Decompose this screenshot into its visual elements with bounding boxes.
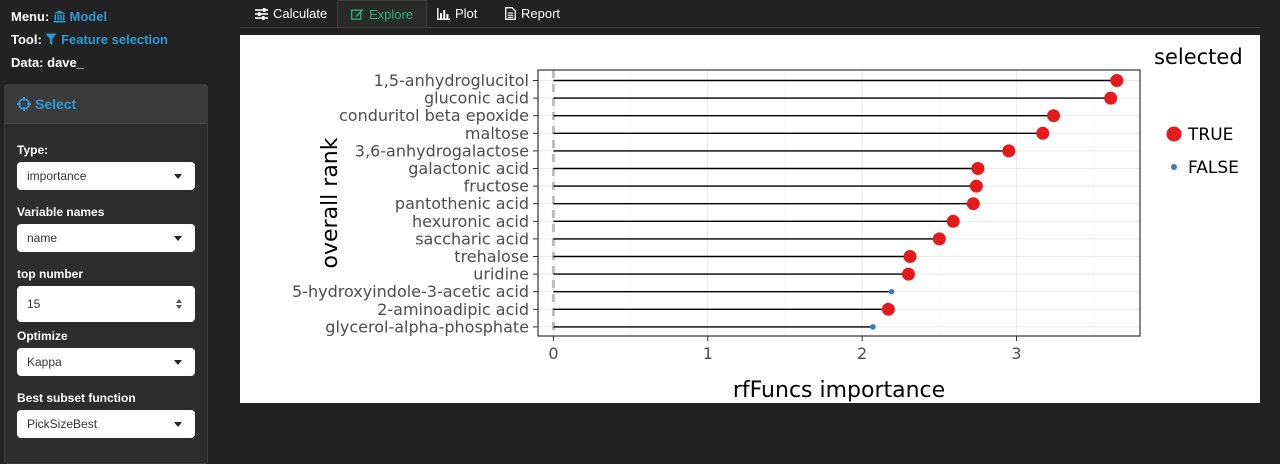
variable-names-value: name [27, 231, 58, 245]
caret-down-icon [174, 360, 182, 365]
bank-icon [53, 10, 66, 23]
variable-names-label: Variable names [17, 205, 105, 219]
data-point [1047, 109, 1061, 123]
y-tick-label: 2-aminoadipic acid [377, 300, 529, 319]
y-tick-label: pantothenic acid [395, 194, 529, 213]
tool-label: Tool: [11, 32, 42, 47]
tab-report[interactable]: Report [505, 0, 560, 27]
tab-plot-label: Plot [455, 6, 478, 21]
data-point [881, 302, 895, 316]
menu-value: Model [69, 9, 108, 24]
filter-icon [45, 33, 57, 45]
data-point [888, 288, 895, 295]
data-label: Data: [11, 55, 44, 70]
tab-report-label: Report [521, 6, 561, 21]
x-tick-label: 2 [857, 344, 867, 363]
data-point [1036, 126, 1050, 140]
data-point [901, 267, 915, 281]
tab-calculate[interactable]: Calculate [255, 0, 327, 27]
menu-label: Menu: [11, 9, 50, 24]
caret-down-icon [174, 236, 182, 241]
select-panel-header[interactable]: Select [5, 85, 207, 124]
data-point [969, 179, 983, 193]
tab-bar: Calculate Explore Plot Report [240, 0, 1260, 28]
type-select-value: importance [27, 169, 87, 183]
y-tick-label: uridine [473, 265, 529, 284]
optimize-label: Optimize [17, 329, 68, 343]
tab-plot[interactable]: Plot [437, 0, 477, 27]
y-tick-label: fructose [464, 177, 529, 196]
plot-area: 1,5-anhydroglucitol gluconic acid condurit… [240, 35, 1260, 403]
x-axis-title: rfFuncs importance [733, 378, 945, 403]
top-number-label: top number [17, 267, 83, 281]
variable-names-select[interactable]: name [17, 224, 195, 252]
data-point [1104, 91, 1118, 105]
data-point [971, 162, 985, 175]
optimize-value: Kappa [27, 355, 62, 369]
sliders-icon [255, 7, 268, 20]
legend-label: FALSE [1188, 158, 1239, 178]
bar-chart-icon [437, 7, 450, 20]
y-tick-label: 1,5-anhydroglucitol [374, 71, 529, 90]
caret-down-icon [174, 422, 182, 427]
tool-feature-selection-link[interactable]: Feature selection [45, 32, 168, 47]
data-point [966, 197, 980, 211]
y-tick-label: saccharic acid [415, 229, 529, 248]
crosshairs-icon [17, 97, 31, 111]
y-tick-label: conduritol beta epoxide [339, 106, 529, 125]
top-number-value: 15 [27, 297, 41, 311]
data-point [1110, 74, 1124, 87]
y-tick-label: gluconic acid [424, 89, 529, 108]
select-panel-title: Select [35, 96, 77, 112]
select-panel: Select Type: importance Variable names n… [4, 84, 208, 464]
y-tick-label: hexuronic acid [412, 212, 529, 231]
top-number-input[interactable]: 15 [17, 286, 195, 322]
best-subset-label: Best subset function [17, 391, 136, 405]
x-tick-label: 0 [548, 344, 558, 363]
y-tick-label: galactonic acid [408, 159, 529, 178]
type-label: Type: [17, 143, 49, 157]
sidebar: Menu: Model Tool: Feature selection Data… [0, 0, 216, 464]
panel-border [537, 69, 1141, 337]
tool-value: Feature selection [61, 32, 168, 47]
data-point [903, 250, 917, 263]
legend-key [1166, 126, 1182, 142]
tab-explore-label: Explore [369, 6, 414, 22]
menu-model-link[interactable]: Model [53, 9, 107, 24]
data-point [946, 214, 960, 228]
legend-label: TRUE [1187, 125, 1233, 145]
y-tick-label: 5-hydroxyindole-3-acetic acid [292, 282, 529, 301]
optimize-select[interactable]: Kappa [17, 348, 195, 376]
y-axis-title: overall rank [318, 137, 343, 268]
y-tick-label: maltose [465, 124, 529, 143]
data-point [1002, 144, 1016, 158]
menu-line: Menu: Model [11, 9, 107, 24]
edit-icon [351, 9, 364, 20]
best-subset-select[interactable]: PickSizeBest [17, 410, 195, 438]
x-tick-label: 1 [703, 344, 713, 363]
spinner-arrows-icon[interactable] [175, 298, 183, 310]
type-select[interactable]: importance [17, 162, 195, 190]
caret-down-icon [174, 174, 182, 179]
tool-line: Tool: Feature selection [11, 32, 168, 47]
data-point [932, 232, 946, 246]
file-text-icon [505, 7, 516, 20]
legend-title: selected [1154, 45, 1243, 69]
data-line: Data: dave_ [11, 55, 84, 70]
legend-key [1171, 164, 1177, 170]
y-tick-label: trehalose [454, 247, 529, 266]
data-point [870, 324, 876, 330]
x-tick-label: 3 [1011, 344, 1021, 363]
data-value: dave_ [47, 55, 85, 70]
tab-calculate-label: Calculate [273, 6, 328, 21]
y-tick-label: 3,6-anhydrogalactose [355, 141, 529, 160]
y-tick-label: glycerol-alpha-phosphate [325, 317, 529, 336]
best-subset-value: PickSizeBest [27, 417, 98, 431]
tab-explore[interactable]: Explore [337, 0, 428, 27]
